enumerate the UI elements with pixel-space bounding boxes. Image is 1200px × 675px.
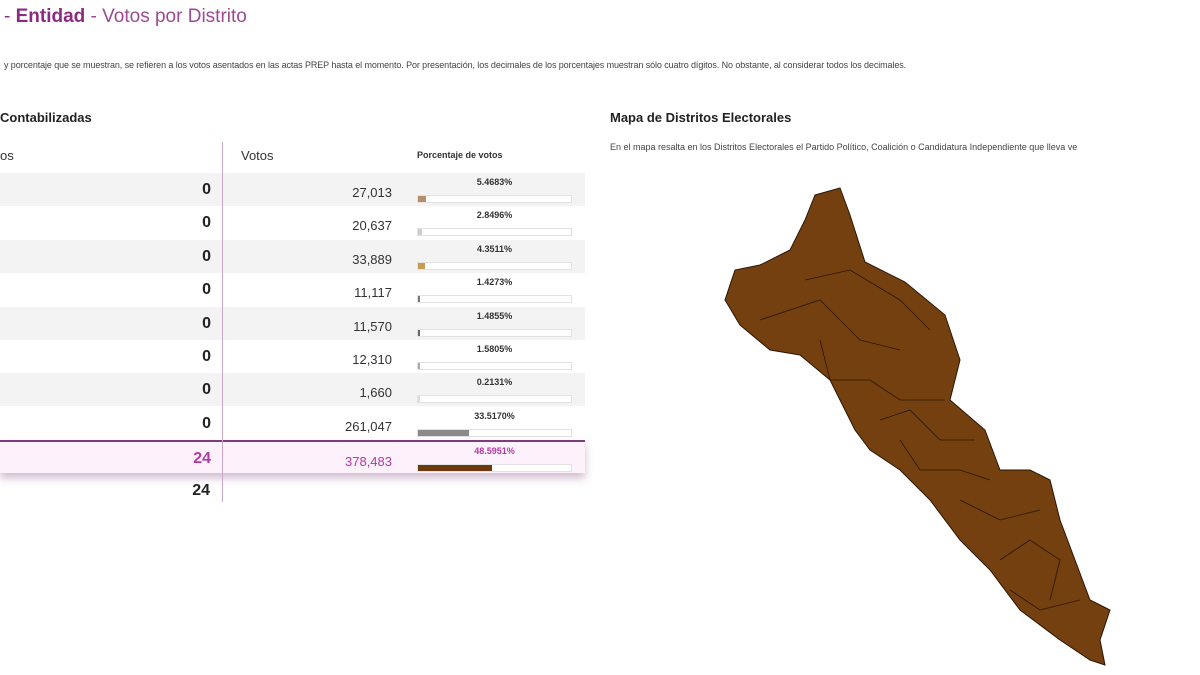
district-count: 0 [202, 281, 211, 299]
district-count: 0 [202, 381, 211, 399]
table-row: 0 261,047 33.5170% [0, 407, 585, 440]
vote-percentage: 1.4855% [476, 310, 513, 321]
total-row: 24 378,483 48.5951% [0, 440, 585, 473]
column-header-votes: Votos [241, 148, 274, 163]
table-row: 0 1,660 0.2131% [0, 373, 585, 407]
vote-percentage: 0.2131% [476, 377, 513, 388]
percentage-bar-fill [418, 296, 421, 303]
district-count: 0 [202, 181, 211, 198]
percentage-bar-fill [418, 229, 423, 236]
percentage-bar [417, 464, 572, 472]
percentage-bar [417, 228, 572, 237]
table-row: 0 33,889 4.3511% [0, 239, 585, 273]
page-title: - Entidad - Votos por Distrito [4, 6, 247, 27]
vote-percentage: 4.3511% [476, 243, 513, 254]
column-divider [222, 142, 223, 502]
percentage-bar-fill [418, 196, 427, 202]
district-count: 24 [193, 450, 211, 467]
table-row: 0 11,570 1.4855% [0, 306, 585, 340]
percentage-bar [417, 295, 572, 304]
table-row: 0 11,117 1.4273% [0, 273, 585, 306]
vote-count: 12,310 [352, 352, 392, 367]
district-count: 0 [202, 214, 211, 232]
vote-percentage: 48.5951% [474, 446, 515, 456]
percentage-bar [417, 328, 572, 337]
percentage-bar-fill [418, 429, 470, 436]
state-shape[interactable] [724, 187, 1111, 666]
vote-percentage: 2.8496% [476, 210, 513, 221]
percentage-bar-fill [418, 396, 420, 403]
column-header-percentage: Porcentaje de votos [417, 150, 503, 160]
percentage-bar-fill [418, 465, 493, 471]
percentage-bar-fill [418, 329, 421, 336]
vote-percentage: 1.5805% [476, 344, 513, 354]
district-count: 0 [202, 348, 211, 365]
final-total-value: 24 [192, 482, 210, 499]
description-text: y porcentaje que se muestran, se refiere… [4, 60, 907, 70]
percentage-bar [417, 261, 572, 270]
vote-count: 11,117 [354, 285, 392, 301]
table-section-title: Contabilizadas [0, 110, 92, 125]
title-entity: Entidad [15, 6, 86, 27]
percentage-bar-fill [418, 262, 425, 269]
percentage-bar [417, 395, 572, 404]
map-subtitle: En el mapa resalta en los Distritos Elec… [610, 142, 1078, 152]
table-row: 0 20,637 2.8496% [0, 206, 585, 239]
vote-percentage: 5.4683% [476, 177, 513, 187]
vote-count: 261,047 [345, 418, 392, 434]
table-row: 0 27,013 5.4683% [0, 173, 585, 206]
percentage-bar-fill [418, 363, 421, 369]
percentage-bar [417, 362, 572, 370]
percentage-bar [417, 428, 572, 437]
vote-percentage: 1.4273% [476, 277, 513, 288]
district-count: 0 [202, 314, 211, 332]
district-count: 0 [202, 414, 211, 432]
percentage-bar [417, 195, 572, 203]
district-borders [759, 269, 1081, 611]
vote-count: 1,660 [359, 385, 392, 401]
vote-count: 378,483 [345, 454, 392, 469]
vote-count: 20,637 [352, 218, 392, 234]
vote-count: 11,570 [353, 318, 392, 334]
vote-percentage: 33.5170% [474, 410, 515, 421]
table-row: 0 12,310 1.5805% [0, 340, 585, 373]
column-header-districts: os [0, 148, 14, 163]
map-title: Mapa de Distritos Electorales [610, 110, 792, 125]
vote-count: 27,013 [352, 185, 392, 200]
vote-count: 33,889 [352, 251, 392, 267]
district-count: 0 [202, 247, 211, 265]
